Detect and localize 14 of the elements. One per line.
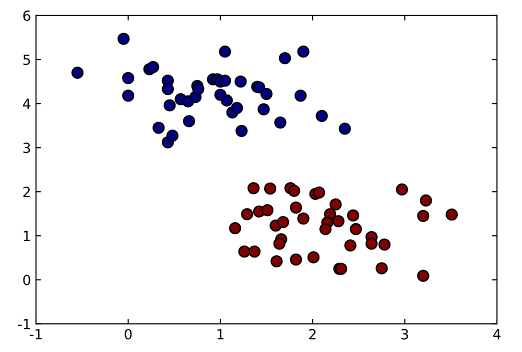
x-tick-label: -1 — [30, 329, 42, 340]
y-tick-label: 6 — [23, 10, 30, 21]
x-tick-label: 3 — [401, 328, 408, 340]
x-tick-label: 0 — [124, 328, 132, 340]
x-tick-label: 1 — [217, 329, 224, 340]
y-tick-label: 5 — [23, 54, 30, 66]
y-tick-label: 2 — [23, 186, 30, 197]
y-tick-label: 1 — [24, 230, 30, 242]
y-tick-label: 3 — [23, 142, 30, 154]
y-tick-label: -1 — [18, 318, 30, 330]
x-tick-label: 4 — [493, 329, 501, 340]
y-tick-label: 4 — [23, 98, 30, 109]
x-tick-label: 2 — [309, 328, 316, 340]
y-tick-label: 0 — [23, 274, 30, 286]
